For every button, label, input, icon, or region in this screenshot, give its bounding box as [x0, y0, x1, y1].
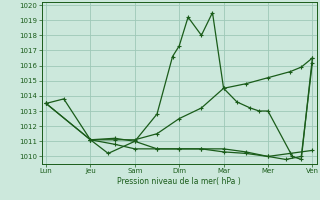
X-axis label: Pression niveau de la mer( hPa ): Pression niveau de la mer( hPa ) [117, 177, 241, 186]
